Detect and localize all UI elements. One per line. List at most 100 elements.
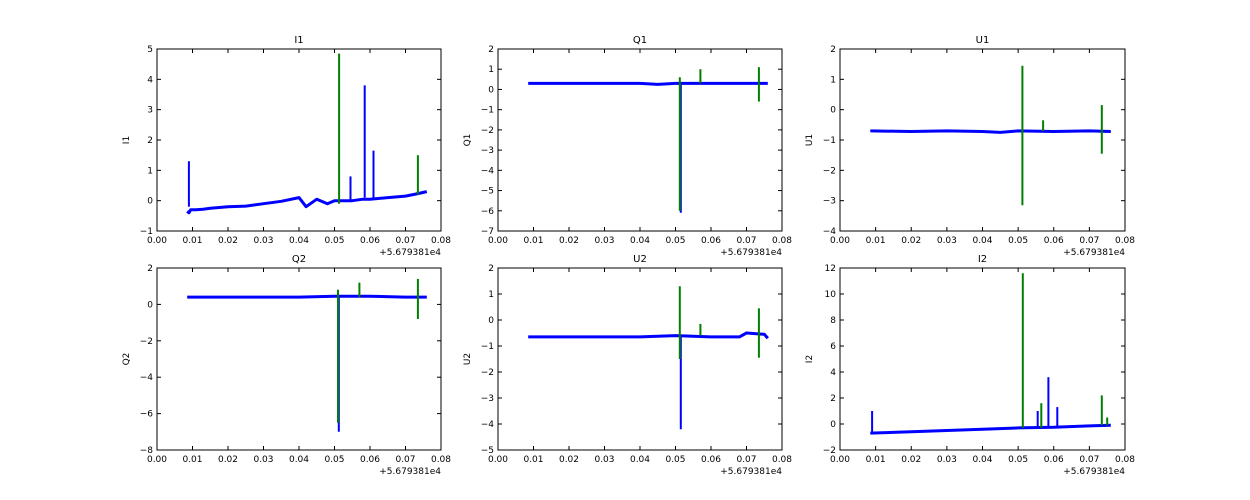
x-tick-label: 0.05 [665, 455, 685, 465]
x-tick-label: 0.01 [182, 236, 202, 246]
series-line [187, 294, 427, 299]
y-tick-label: 0 [830, 106, 836, 116]
subplot-i1: 0.00 0.01 0.02 0.03 0.04 0.05 0.06 0.07 0.08 −1 0 1… [122, 35, 451, 258]
series-line [186, 190, 428, 215]
axes-frame [839, 48, 1126, 232]
x-tick-label: 0.06 [701, 236, 721, 246]
axes-frame [156, 48, 442, 232]
x-tick-label: 0.03 [594, 455, 614, 465]
x-tick-label: 0.04 [289, 236, 309, 246]
y-tick-label: −4 [481, 166, 495, 176]
series-line [528, 81, 768, 86]
y-tick-label: −4 [823, 227, 837, 237]
subplot-title: Q1 [633, 35, 647, 46]
x-tick-label: 0.05 [324, 455, 344, 465]
x-tick-label: 0.00 [147, 236, 167, 246]
y-tick-label: 2 [147, 136, 153, 146]
y-axis-label: Q2 [122, 353, 132, 366]
axes-frame [839, 267, 1126, 451]
y-tick-label: 10 [825, 290, 837, 300]
y-tick-label: 0 [830, 420, 836, 430]
series-line [528, 331, 769, 340]
y-tick-label: 4 [830, 368, 836, 378]
x-tick-label: 0.07 [1079, 455, 1099, 465]
y-tick-label: −1 [481, 106, 494, 116]
x-tick-label: 0.08 [431, 455, 451, 465]
x-offset-label: +5.679381e4 [379, 248, 441, 258]
x-tick-label: 0.03 [253, 455, 273, 465]
y-tick-label: 2 [830, 45, 836, 55]
y-tick-label: 1 [488, 65, 494, 75]
x-tick-label: 0.01 [182, 455, 202, 465]
y-tick-label: −1 [823, 136, 836, 146]
y-tick-label: 1 [830, 75, 836, 85]
x-tick-label: 0.06 [1044, 236, 1064, 246]
x-tick-label: 0.02 [218, 236, 238, 246]
subplot-title: I1 [294, 35, 303, 46]
y-tick-label: 8 [830, 316, 836, 326]
x-tick-label: 0.03 [937, 236, 957, 246]
x-tick-label: 0.06 [701, 455, 721, 465]
x-tick-label: 0.00 [488, 455, 508, 465]
x-tick-label: 0.06 [360, 236, 380, 246]
x-tick-label: 0.07 [736, 236, 756, 246]
y-tick-label: 2 [147, 264, 153, 274]
y-tick-label: −5 [481, 187, 494, 197]
y-tick-label: −6 [481, 207, 495, 217]
y-tick-label: −3 [481, 394, 494, 404]
x-tick-label: 0.01 [523, 455, 543, 465]
subplot-title: I2 [978, 254, 987, 265]
x-tick-label: 0.08 [1115, 236, 1135, 246]
x-tick-label: 0.05 [665, 236, 685, 246]
x-tick-label: 0.08 [772, 455, 792, 465]
x-tick-label: 0.08 [431, 236, 451, 246]
x-offset-label: +5.679381e4 [720, 467, 782, 477]
series-line [870, 129, 1111, 134]
y-tick-label: −3 [823, 197, 836, 207]
y-tick-label: −1 [481, 342, 494, 352]
x-tick-label: 0.04 [972, 455, 992, 465]
y-tick-label: −4 [481, 420, 495, 430]
subplot-q1: 0.00 0.01 0.02 0.03 0.04 0.05 0.06 0.07 0.08 −7 −6… [463, 35, 792, 258]
x-offset-label: +5.679381e4 [1063, 248, 1125, 258]
subplot-title: Q2 [292, 254, 306, 265]
y-tick-label: 1 [488, 290, 494, 300]
x-offset-label: +5.679381e4 [1063, 467, 1125, 477]
x-tick-label: 0.05 [324, 236, 344, 246]
x-tick-label: 0.04 [630, 236, 650, 246]
y-axis-label: U2 [463, 353, 473, 365]
y-tick-label: 0 [147, 300, 153, 310]
axes-frame [156, 267, 442, 451]
y-tick-label: 2 [488, 264, 494, 274]
x-tick-label: 0.02 [901, 236, 921, 246]
y-tick-label: −5 [481, 446, 494, 456]
subplot-u2: 0.00 0.01 0.02 0.03 0.04 0.05 0.06 0.07 0.08 −5 −4… [463, 254, 792, 477]
x-tick-label: 0.04 [972, 236, 992, 246]
x-tick-label: 0.02 [218, 455, 238, 465]
series-line [870, 423, 1111, 435]
y-tick-label: −2 [481, 368, 494, 378]
y-tick-label: −2 [823, 446, 836, 456]
x-tick-label: 0.02 [559, 236, 579, 246]
x-tick-label: 0.00 [830, 236, 850, 246]
y-tick-label: 0 [488, 316, 494, 326]
x-tick-label: 0.03 [594, 236, 614, 246]
x-tick-label: 0.01 [866, 236, 886, 246]
x-tick-label: 0.05 [1008, 236, 1028, 246]
subplot-title: U1 [976, 35, 990, 46]
y-axis-label: U1 [805, 134, 815, 146]
x-tick-label: 0.05 [1008, 455, 1028, 465]
y-tick-label: 0 [147, 197, 153, 207]
y-tick-label: 4 [147, 75, 153, 85]
y-tick-label: −8 [140, 446, 154, 456]
y-tick-label: −6 [140, 410, 154, 420]
x-tick-label: 0.07 [395, 455, 415, 465]
x-tick-label: 0.03 [937, 455, 957, 465]
x-tick-label: 0.07 [1079, 236, 1099, 246]
subplot-title: U2 [633, 254, 647, 265]
x-tick-label: 0.02 [901, 455, 921, 465]
axes-frame [497, 267, 783, 451]
x-offset-label: +5.679381e4 [379, 467, 441, 477]
axes-frame [497, 48, 783, 232]
